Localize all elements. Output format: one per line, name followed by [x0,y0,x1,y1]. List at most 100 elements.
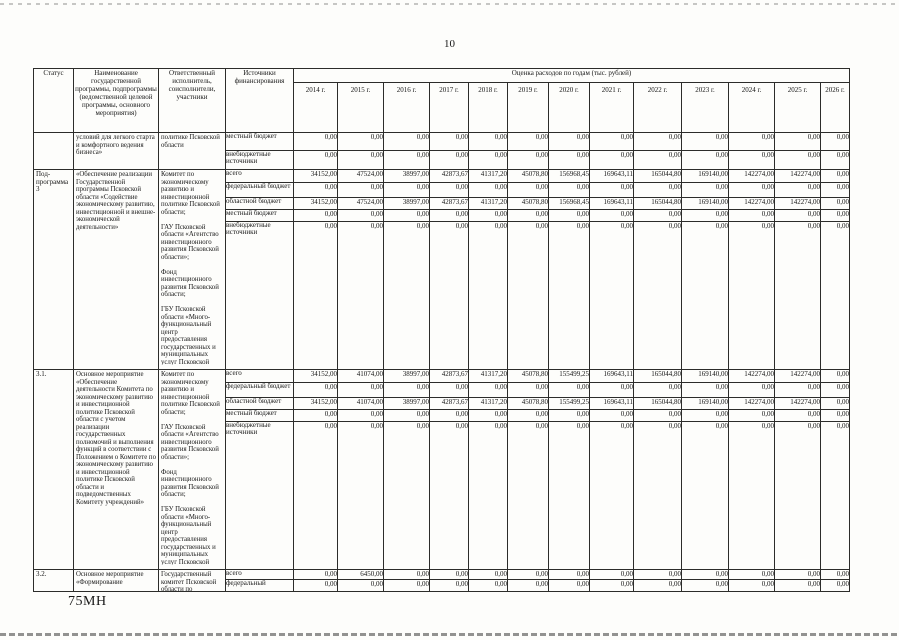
year-value-cell: 0,00 [337,579,384,592]
col-header-year-2017: 2017 г. [429,82,469,133]
executor-cell: Комитет по экономическому развитию и инв… [161,171,220,365]
year-value-cell: 0,00 [774,150,821,170]
year-value-cell: 0,00 [728,132,775,151]
year-value-cell: 142274,00 [774,169,821,183]
budget-line-row: областной бюджет 34152,00 47524,00 38997,0… [34,197,850,210]
col-header-year-2016: 2016 г. [383,82,430,133]
year-value-cell: 0,00 [429,150,469,170]
col-header-year-2021: 2021 г. [589,82,634,133]
year-value-cell: 0,00 [820,209,850,222]
program-name-cell: «Обеспечение реализации Государственной … [76,171,156,231]
year-value-cell: 42873,67 [429,197,469,210]
year-value-cell: 0,00 [383,182,430,198]
year-value-cell: 142274,00 [728,169,775,183]
col-header-year-2024: 2024 г. [728,82,775,133]
year-value-cell: 0,00 [728,579,775,592]
funding-source-cell: федеральный бюджет [225,182,294,198]
year-value-cell: 165044,80 [633,169,682,183]
scan-artifact-bottom [0,633,899,636]
year-value-cell: 42873,67 [429,397,469,410]
year-value-cell: 0,00 [774,421,821,570]
year-value-cell: 155499,25 [548,397,590,410]
year-value-cell: 42873,67 [429,169,469,183]
year-value-cell: 0,00 [429,132,469,151]
year-value-cell: 0,00 [468,209,508,222]
year-value-cell: 0,00 [681,382,729,398]
budget-line-row: внебюджетные источники 0,00 0,00 0,00 0,00 0… [34,221,850,370]
year-value-cell: 42873,67 [429,369,469,383]
year-value-cell: 0,00 [293,382,338,398]
year-value-cell: 0,00 [337,382,384,398]
year-value-cell: 0,00 [337,132,384,151]
year-value-cell: 34152,00 [293,369,338,383]
funding-source-cell: областной бюджет [225,197,294,210]
year-value-cell: 0,00 [681,421,729,570]
year-value-cell: 0,00 [383,132,430,151]
year-value-cell: 0,00 [383,150,430,170]
year-value-cell: 38997,00 [383,169,430,183]
year-value-cell: 0,00 [507,568,549,581]
budget-line-row: внебюджетные источники 0,00 0,00 0,00 0,00 0… [34,421,850,570]
status-cell: 3.1. [36,370,47,378]
year-value-cell: 47524,00 [337,197,384,210]
year-value-cell: 0,00 [681,568,729,581]
year-value-cell: 0,00 [589,182,634,198]
year-value-cell: 41074,00 [337,397,384,410]
year-value-cell: 142274,00 [728,369,775,383]
year-value-cell: 0,00 [633,579,682,592]
year-value-cell: 0,00 [548,382,590,398]
year-value-cell: 0,00 [383,409,430,422]
year-value-cell: 0,00 [820,169,850,183]
year-value-cell: 0,00 [820,382,850,398]
year-value-cell: 156968,45 [548,197,590,210]
year-value-cell: 0,00 [468,132,508,151]
year-value-cell: 0,00 [774,209,821,222]
budget-table: Статус Наименование государственной прог… [33,68,850,593]
budget-line-row: Под- программа 3 «Обеспечение реализации… [33,169,850,370]
year-value-cell: 0,00 [728,209,775,222]
year-value-cell: 0,00 [774,382,821,398]
year-value-cell: 0,00 [548,409,590,422]
year-value-cell: 0,00 [728,182,775,198]
year-value-cell: 0,00 [774,579,821,592]
funding-source-cell: всего [225,369,294,383]
year-value-cell: 0,00 [774,568,821,581]
year-value-cell: 142274,00 [728,397,775,410]
year-value-cell: 0,00 [293,579,338,592]
year-value-cell: 165044,80 [633,369,682,383]
funding-source-cell: федеральный [225,579,294,592]
col-header-year-2022: 2022 г. [633,82,682,133]
year-value-cell: 169140,00 [681,369,729,383]
year-value-cell: 0,00 [820,132,850,151]
year-value-cell: 0,00 [633,568,682,581]
year-value-cell: 45078,80 [507,369,549,383]
funding-source-cell: всего [225,169,294,183]
year-value-cell: 0,00 [429,568,469,581]
year-value-cell: 0,00 [728,382,775,398]
col-header-year-2015: 2015 г. [337,82,384,133]
year-value-cell: 0,00 [468,382,508,398]
year-value-cell: 0,00 [429,421,469,570]
year-value-cell: 0,00 [633,209,682,222]
year-value-cell: 0,00 [337,421,384,570]
year-value-cell: 0,00 [820,150,850,170]
year-value-cell: 0,00 [337,150,384,170]
year-value-cell: 0,00 [507,132,549,151]
funding-source-cell: местный бюджет [225,409,294,422]
col-header-status: Статус [33,68,74,133]
year-value-cell: 6450,00 [337,568,384,581]
year-value-cell: 0,00 [293,421,338,570]
year-value-cell: 142274,00 [774,197,821,210]
year-value-cell: 0,00 [633,421,682,570]
year-value-cell: 0,00 [429,382,469,398]
year-value-cell: 41317,20 [468,397,508,410]
year-value-cell: 0,00 [383,382,430,398]
year-value-cell: 0,00 [589,382,634,398]
year-value-cell: 156968,45 [548,169,590,183]
budget-line-row: 3.2. Основное мероприятие «Формирование … [33,568,850,593]
year-value-cell: 0,00 [548,221,590,370]
col-header-year-2025: 2025 г. [774,82,821,133]
col-header-program-name: Наименование государственной программы, … [73,68,159,133]
year-value-cell: 0,00 [820,182,850,198]
year-value-cell: 0,00 [468,182,508,198]
